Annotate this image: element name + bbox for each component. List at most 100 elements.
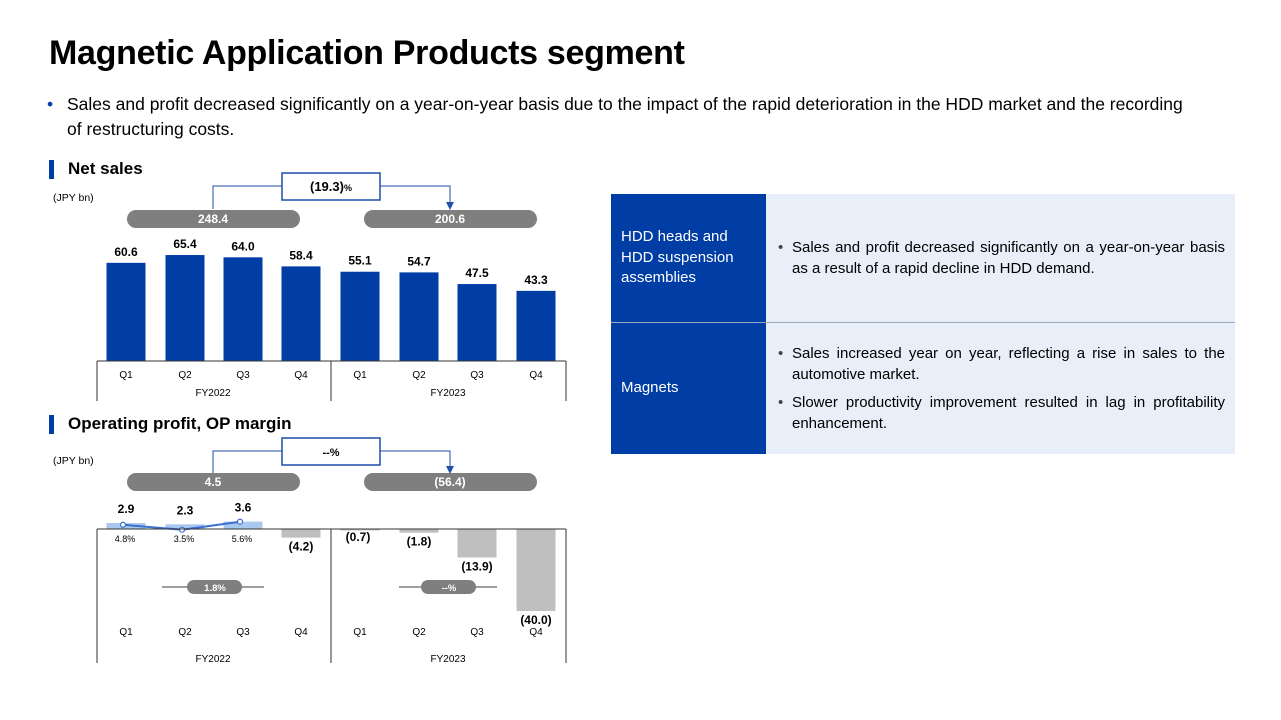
op-profit-value-label: (4.2) bbox=[289, 540, 314, 554]
net-sales-tick-labels: Q1 Q2 Q3 Q4 Q1 Q2 Q3 Q4 bbox=[119, 370, 543, 381]
net-sales-value-label: 64.0 bbox=[231, 239, 255, 253]
op-profit-tick-label: Q2 bbox=[178, 627, 192, 638]
op-profit-fy2022-label: FY2022 bbox=[195, 654, 230, 665]
svg-text:1.8%: 1.8% bbox=[204, 583, 226, 594]
op-profit-tick-label: Q1 bbox=[353, 627, 367, 638]
op-profit-connector-left bbox=[212, 450, 282, 473]
table-description-hdd: Sales and profit decreased significantly… bbox=[766, 194, 1235, 323]
net-sales-connector-right bbox=[380, 185, 454, 210]
op-profit-tick-label: Q4 bbox=[529, 627, 543, 638]
net-sales-total-pill-fy2023: 200.6 bbox=[364, 210, 537, 228]
net-sales-bar bbox=[457, 284, 497, 361]
table-description-magnets: Sales increased year on year, reflecting… bbox=[766, 322, 1235, 454]
svg-text:(56.4): (56.4) bbox=[434, 475, 465, 489]
page-title: Magnetic Application Products segment bbox=[49, 34, 685, 72]
net-sales-unit: (JPY bn) bbox=[53, 192, 94, 204]
net-sales-fy2023-label: FY2023 bbox=[430, 388, 465, 399]
op-margin-label: 4.8% bbox=[115, 534, 136, 544]
segment-table: HDD heads and HDD suspension assemblies … bbox=[611, 194, 1235, 454]
intro-bullet: • Sales and profit decreased significant… bbox=[47, 92, 1197, 141]
op-margin-point bbox=[119, 521, 127, 528]
op-profit-value-label: (40.0) bbox=[520, 613, 551, 627]
net-sales-value-label: 54.7 bbox=[407, 254, 431, 268]
svg-text:--%: --% bbox=[442, 583, 457, 594]
op-profit-value-label: 3.6 bbox=[235, 501, 252, 515]
op-profit-bar bbox=[223, 521, 263, 529]
op-profit-value-label: (0.7) bbox=[346, 530, 371, 544]
op-profit-heading: Operating profit, OP margin bbox=[49, 414, 292, 434]
op-profit-connector-right bbox=[380, 450, 454, 474]
bullet-dot: • bbox=[47, 94, 54, 114]
op-profit-value-label: 2.9 bbox=[118, 502, 135, 516]
table-bullet: Slower productivity improvement resulted… bbox=[778, 392, 1225, 434]
op-profit-total-pill-fy2022: 4.5 bbox=[127, 473, 300, 491]
net-sales-tick-label: Q2 bbox=[178, 370, 192, 381]
intro-text: Sales and profit decreased significantly… bbox=[67, 94, 1183, 139]
net-sales-tick-label: Q4 bbox=[529, 370, 543, 381]
net-sales-change-box bbox=[281, 172, 381, 201]
op-profit-bar bbox=[281, 529, 321, 538]
op-profit-bars: 2.9 2.3 3.6 (4.2) (0.7) (1.8) (13.9) (40.0) bbox=[106, 501, 556, 627]
op-profit-bar bbox=[516, 529, 556, 611]
net-sales-value-label: 55.1 bbox=[348, 254, 372, 268]
op-margin-label: 3.5% bbox=[174, 534, 195, 544]
table-row-magnets: Magnets Sales increased year on year, re… bbox=[611, 322, 1235, 454]
net-sales-bar bbox=[399, 272, 439, 361]
net-sales-chart: (JPY bn) (19.3)% 248.4 200.6 60.6 65.4 64.… bbox=[53, 172, 567, 401]
net-sales-heading-text: Net sales bbox=[68, 159, 143, 178]
net-sales-value-label: 65.4 bbox=[173, 237, 197, 251]
net-sales-total-pill-fy2022: 248.4 bbox=[127, 210, 300, 228]
net-sales-value-label: 47.5 bbox=[465, 266, 489, 280]
table-category-hdd: HDD heads and HDD suspension assemblies bbox=[611, 194, 766, 323]
net-sales-tick-label: Q3 bbox=[236, 370, 250, 381]
net-sales-bar bbox=[516, 290, 556, 361]
net-sales-bar bbox=[281, 266, 321, 361]
op-profit-tick-label: Q2 bbox=[412, 627, 426, 638]
net-sales-heading: Net sales bbox=[49, 159, 143, 179]
table-bullet: Sales increased year on year, reflecting… bbox=[778, 343, 1225, 385]
net-sales-tick-label: Q2 bbox=[412, 370, 426, 381]
net-sales-tick-label: Q1 bbox=[353, 370, 367, 381]
net-sales-tick-label: Q3 bbox=[470, 370, 484, 381]
svg-text:200.6: 200.6 bbox=[435, 212, 465, 226]
net-sales-bar bbox=[165, 255, 205, 361]
op-margin-line: 4.8% 3.5% 5.6% bbox=[115, 518, 253, 544]
net-sales-tick-label: Q1 bbox=[119, 370, 133, 381]
net-sales-value-label: 58.4 bbox=[289, 248, 313, 262]
net-sales-bar bbox=[340, 271, 380, 361]
net-sales-fy2022-label: FY2022 bbox=[195, 388, 230, 399]
op-profit-bar bbox=[106, 523, 146, 529]
op-profit-value-label: (13.9) bbox=[461, 559, 492, 573]
op-profit-chart: (JPY bn) --% 4.5 (56.4) 2.9 2.3 3.6 (4.2) (0… bbox=[53, 437, 567, 665]
op-profit-value-label: (1.8) bbox=[407, 535, 432, 549]
op-profit-bar bbox=[457, 529, 497, 558]
op-profit-tick-labels: Q1 Q2 Q3 Q4 Q1 Q2 Q3 Q4 bbox=[119, 627, 543, 638]
table-category-magnets: Magnets bbox=[611, 322, 766, 454]
op-profit-heading-text: Operating profit, OP margin bbox=[68, 414, 292, 433]
op-profit-total-pill-fy2023: (56.4) bbox=[364, 473, 537, 491]
svg-text:4.5: 4.5 bbox=[205, 475, 222, 489]
svg-text:248.4: 248.4 bbox=[198, 212, 228, 226]
net-sales-change: (19.3)% bbox=[310, 179, 352, 194]
net-sales-bar bbox=[106, 262, 146, 361]
op-profit-bar bbox=[165, 524, 205, 529]
op-profit-unit: (JPY bn) bbox=[53, 455, 94, 467]
op-profit-fy2023-label: FY2023 bbox=[430, 654, 465, 665]
op-profit-tick-label: Q1 bbox=[119, 627, 133, 638]
net-sales-connector-left bbox=[212, 185, 282, 209]
op-margin-label: 5.6% bbox=[232, 534, 253, 544]
op-profit-tick-label: Q4 bbox=[294, 627, 308, 638]
op-margin-point bbox=[236, 518, 244, 525]
net-sales-value-label: 43.3 bbox=[524, 273, 548, 287]
op-profit-value-label: 2.3 bbox=[177, 503, 194, 517]
table-bullet: Sales and profit decreased significantly… bbox=[778, 237, 1225, 279]
annual-margin-fy2023: --% bbox=[399, 580, 497, 594]
op-profit-tick-label: Q3 bbox=[236, 627, 250, 638]
op-profit-change: --% bbox=[322, 447, 339, 459]
op-margin-point bbox=[178, 526, 186, 533]
net-sales-bars: 60.6 65.4 64.0 58.4 55.1 54.7 47.5 43.3 bbox=[106, 237, 556, 361]
net-sales-tick-label: Q4 bbox=[294, 370, 308, 381]
op-profit-change-box bbox=[281, 437, 381, 466]
op-profit-bar bbox=[340, 529, 380, 531]
